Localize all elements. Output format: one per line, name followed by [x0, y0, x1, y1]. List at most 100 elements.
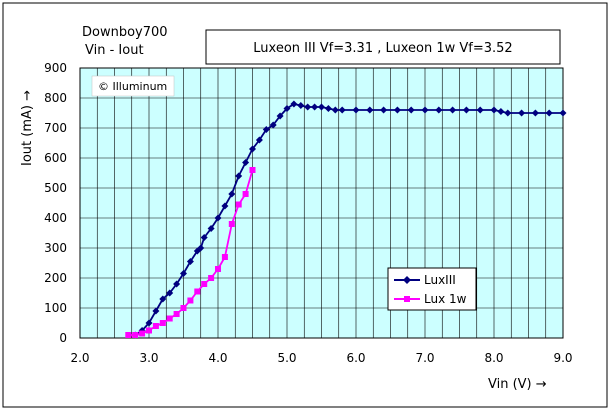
data-point: [146, 327, 152, 334]
chart-subtitle: Vin - Iout: [85, 43, 144, 58]
data-point: [208, 275, 215, 281]
series-luxiii: [131, 100, 567, 339]
data-point: [380, 106, 388, 114]
data-point: [324, 105, 332, 112]
x-tick-label: 3.0: [139, 351, 158, 365]
annotation-box: [205, 29, 561, 65]
data-point: [338, 106, 346, 114]
data-point: [186, 258, 194, 265]
data-point: [197, 244, 205, 252]
legend-label-lux1w: Lux 1w: [424, 292, 467, 306]
series-layer: [125, 100, 567, 339]
annotation-text: Luxeon III Vf=3.31 , Luxeon 1w Vf=3.52: [253, 41, 512, 56]
data-point: [262, 126, 270, 133]
data-point: [283, 105, 291, 112]
data-point: [173, 280, 181, 288]
data-point: [194, 288, 201, 295]
data-point: [242, 159, 250, 166]
data-point: [393, 106, 401, 114]
data-point: [545, 109, 553, 117]
data-point: [214, 214, 222, 222]
data-point: [228, 190, 236, 198]
data-point: [331, 106, 339, 114]
data-point: [449, 106, 457, 114]
data-point: [311, 103, 319, 111]
y-tick-label: 200: [44, 271, 67, 285]
data-point: [207, 225, 215, 232]
data-point: [221, 202, 229, 210]
y-tick-label: 600: [44, 151, 67, 165]
y-tick-label: 900: [44, 61, 67, 75]
chart-title: Downboy700: [82, 25, 168, 40]
data-point: [173, 311, 180, 317]
y-tick-label: 0: [59, 331, 67, 345]
data-point: [304, 103, 312, 111]
data-point: [139, 330, 146, 337]
data-point: [366, 106, 374, 114]
x-tick-label: 8.0: [484, 351, 503, 365]
data-point: [145, 319, 153, 327]
y-tick-label: 800: [44, 91, 67, 105]
x-tick-label: 6.0: [346, 351, 365, 365]
data-point: [180, 270, 187, 277]
data-point: [421, 106, 429, 114]
series-lux1w: [125, 167, 256, 338]
data-point: [462, 106, 470, 114]
x-tick-label: 5.0: [277, 351, 296, 365]
data-point: [290, 100, 298, 108]
x-tick-label: 9.0: [553, 351, 572, 365]
data-point: [187, 297, 194, 304]
x-tick-label: 2.0: [70, 351, 89, 365]
data-point: [152, 323, 159, 329]
data-point: [152, 307, 160, 315]
y-axis-label: Iout (mA) →: [20, 90, 35, 166]
grid-lines: [79, 67, 564, 339]
y-tick-label: 700: [44, 121, 67, 135]
x-axis-label: Vin (V) →: [488, 377, 547, 392]
watermark-text: © Illuminum: [98, 80, 167, 93]
data-point: [352, 106, 360, 114]
legend-box: [387, 267, 477, 311]
y-tick-label: 500: [44, 181, 67, 195]
x-tick-label: 7.0: [415, 351, 434, 365]
data-point: [318, 103, 325, 111]
y-tick-label: 300: [44, 241, 67, 255]
data-point: [249, 145, 256, 153]
data-point: [200, 234, 208, 241]
data-point: [476, 106, 484, 114]
data-point: [255, 136, 263, 144]
data-point: [297, 102, 305, 109]
watermark-box: [91, 75, 175, 97]
data-point: [166, 315, 173, 322]
data-point: [166, 289, 174, 297]
data-point: [559, 109, 567, 117]
data-point: [180, 305, 187, 311]
data-point: [201, 281, 208, 287]
data-point: [125, 332, 132, 338]
data-point: [235, 172, 243, 180]
y-tick-label: 100: [44, 301, 67, 315]
data-point: [159, 320, 166, 326]
x-tick-labels: 2.0 3.0 4.0 5.0 6.0 7.0 8.0 9.0: [70, 351, 572, 365]
data-point: [518, 109, 526, 117]
x-tick-label: 4.0: [208, 351, 227, 365]
data-point: [235, 201, 242, 208]
data-point: [228, 221, 235, 227]
legend: LuxIII Lux 1w: [387, 267, 477, 311]
data-point: [132, 332, 139, 338]
y-tick-labels: 0 100 200 300 400 500 600 700 800 900: [44, 61, 67, 345]
data-point: [504, 109, 512, 117]
data-point: [497, 108, 505, 115]
legend-marker-lux1w: [404, 296, 410, 302]
data-point: [269, 121, 277, 129]
data-point: [276, 112, 284, 120]
data-point: [407, 106, 415, 114]
y-tick-label: 400: [44, 211, 67, 225]
legend-marker-luxiii: [403, 276, 411, 284]
legend-label-luxiii: LuxIII: [424, 273, 456, 287]
data-point: [490, 106, 498, 114]
data-point: [249, 167, 256, 173]
data-point: [159, 295, 167, 303]
